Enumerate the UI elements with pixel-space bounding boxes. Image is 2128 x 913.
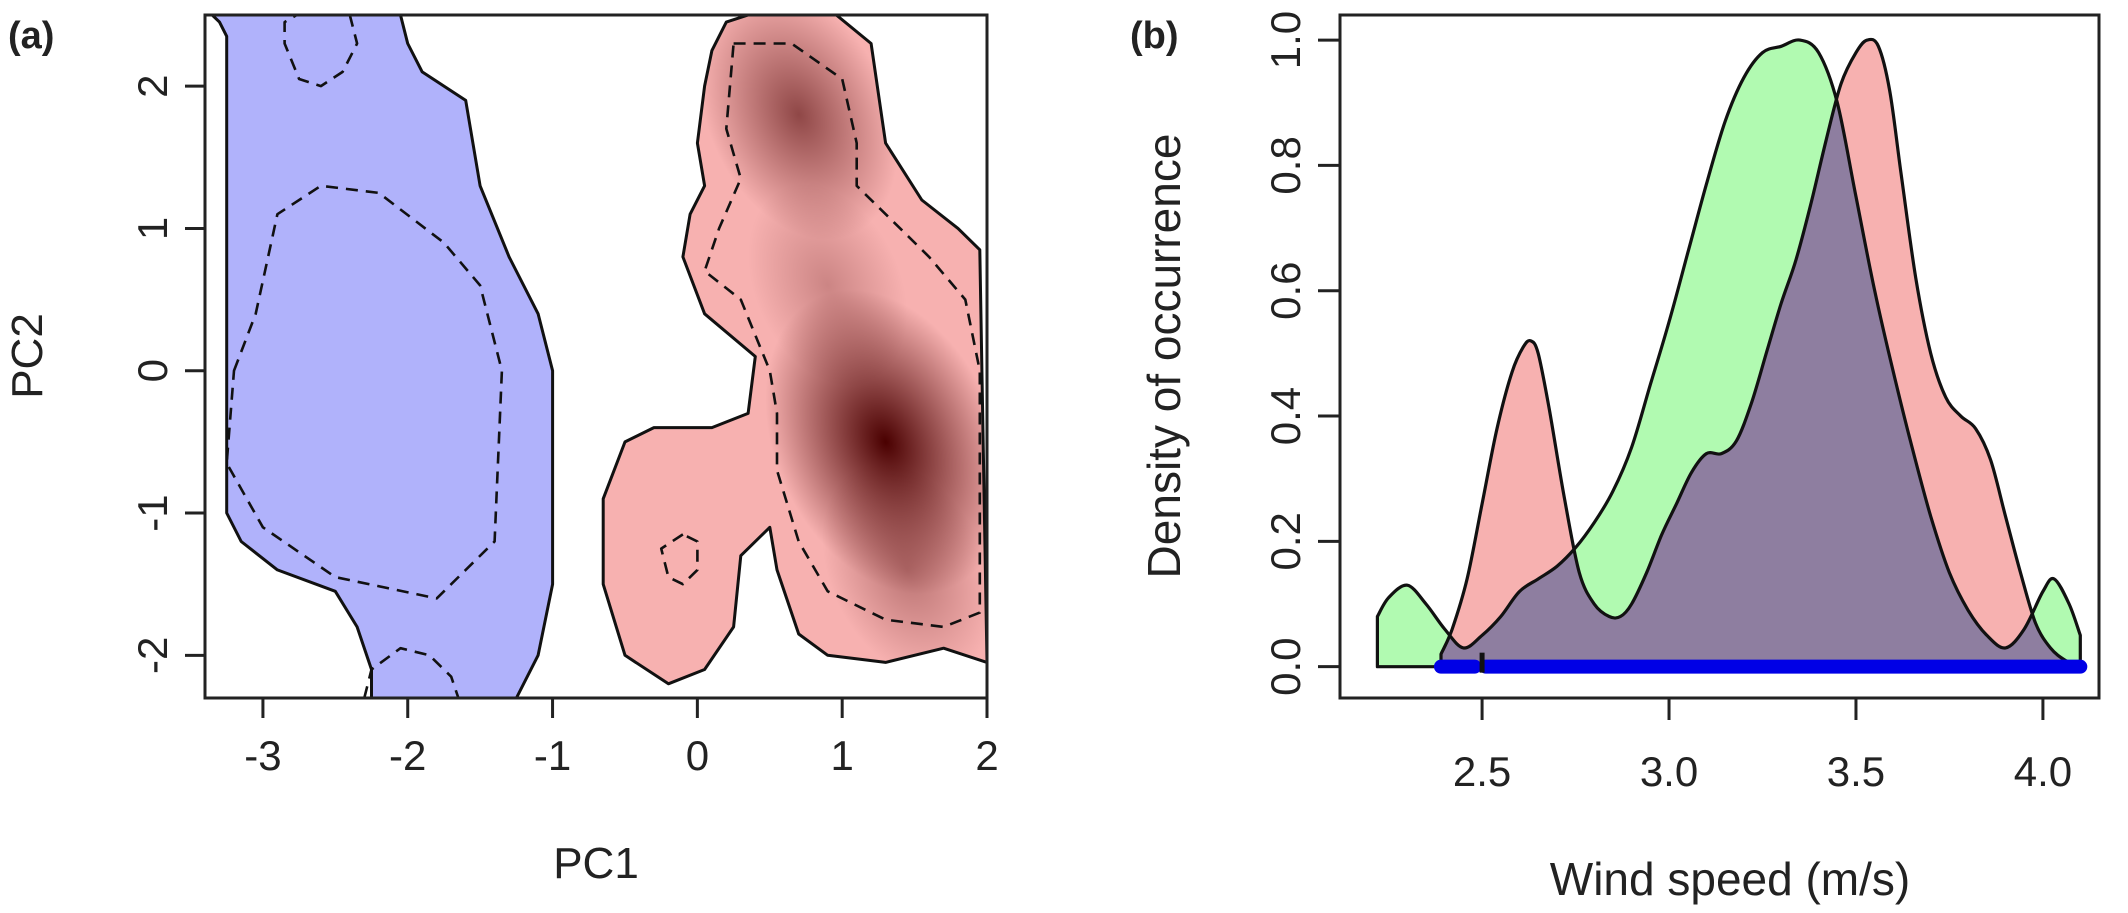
blue-region-outline [210,15,555,698]
overlap-density-area [1441,39,2081,667]
axes-b: 2.5 3.0 3.5 4.0 0.0 0.2 0.4 0.6 0.8 1.0 [1262,11,2072,795]
a-y-tick-label: 2 [129,74,176,97]
x-axis-title-a: PC1 [553,839,639,888]
density-peak [747,183,908,388]
dashed-contour [283,15,359,88]
b-y-tick-label: 0.6 [1262,262,1309,320]
density-peak [699,15,898,241]
a-x-tick-label: 1 [831,732,854,779]
a-x-tick-label: -2 [389,732,426,779]
a-x-tick-label: -3 [244,732,281,779]
contour-plot-area [210,15,987,698]
b-x-tick-label: 3.0 [1640,748,1698,795]
a-x-tick-label: -1 [534,732,571,779]
b-y-tick-label: 0.8 [1262,136,1309,194]
axes-a: -3 -2 -1 0 1 2 -2 -1 0 1 2 [129,74,999,779]
a-x-tick-label: 2 [975,732,998,779]
density-panel-b: (b) 2.5 3.0 3.5 4.0 0.0 0.2 0.4 0.6 0.8 1.0 Wind … [1130,11,2101,905]
a-y-tick-label: 1 [129,217,176,240]
x-axis-title-b: Wind speed (m/s) [1550,853,1910,905]
b-y-tick-label: 1.0 [1262,11,1309,69]
a-x-tick-label: 0 [686,732,709,779]
green-density-curve [1375,38,2082,669]
b-y-tick-label: 0.2 [1262,512,1309,570]
density-shading [699,15,987,679]
density-plot-area [1375,37,2088,674]
panel-label-a: (a) [8,15,54,57]
y-axis-title-a: PC2 [3,313,52,399]
dashed-contour [659,533,699,586]
plot-frame-a [203,13,989,700]
dashed-contour [225,184,504,600]
pink-region-outline [601,15,987,686]
pink-density-curve [1439,37,2082,669]
a-y-tick-label: -2 [129,637,176,674]
contour-panel-a: (a) -3 -2 -1 0 1 2 -2 -1 0 1 2 PC1 PC2 [3,13,999,888]
y-axis-title-b: Density of occurrence [1138,134,1190,579]
b-x-tick-label: 4.0 [2014,748,2072,795]
b-x-tick-label: 3.5 [1827,748,1885,795]
a-y-tick-label: -1 [129,494,176,531]
b-y-tick-label: 0.4 [1262,387,1309,445]
plot-frame-b [1338,13,2101,700]
panel-label-b: (b) [1130,15,1179,57]
a-y-tick-label: 0 [129,359,176,382]
blue-region [212,15,553,698]
density-peak [822,461,987,679]
b-x-tick-label: 2.5 [1453,748,1511,795]
dashed-contour [362,646,460,698]
b-y-tick-label: 0.0 [1262,637,1309,695]
